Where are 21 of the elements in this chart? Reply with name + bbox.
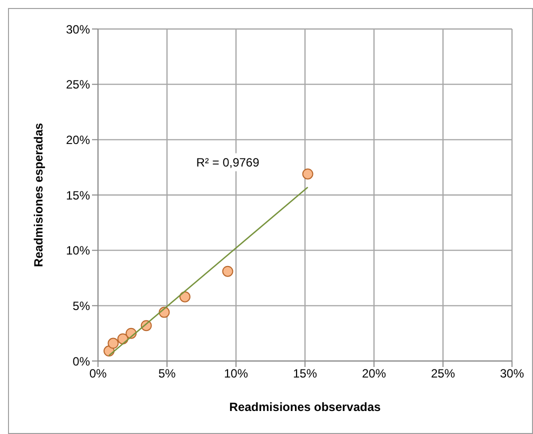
y-axis-title: Readmisiones esperadas — [31, 122, 46, 268]
x-tick-label: 0% — [89, 366, 107, 381]
point — [108, 338, 119, 349]
y-tick-label: 0% — [72, 354, 90, 368]
x-tick-label: 25% — [430, 366, 456, 381]
point — [179, 291, 190, 302]
y-tick-label: 30% — [66, 22, 90, 36]
y-tick-label: 20% — [66, 132, 90, 147]
point — [302, 168, 314, 180]
y-tick-label: 10% — [66, 244, 90, 258]
x-axis-title: Readmisiones observadas — [229, 400, 382, 414]
annotation: R² = 0,9769 — [196, 155, 260, 170]
y-tick-label: 15% — [66, 188, 90, 202]
x-tick-label: 10% — [224, 366, 248, 381]
x-tick-label: 5% — [158, 366, 176, 381]
x-tick-label: 15% — [292, 366, 318, 381]
x-tick-label: 20% — [362, 366, 386, 381]
y-tick-label: 5% — [72, 298, 90, 313]
point — [222, 266, 234, 277]
y-tick-label: 25% — [66, 78, 90, 92]
x-tick-label: 30% — [500, 366, 524, 381]
